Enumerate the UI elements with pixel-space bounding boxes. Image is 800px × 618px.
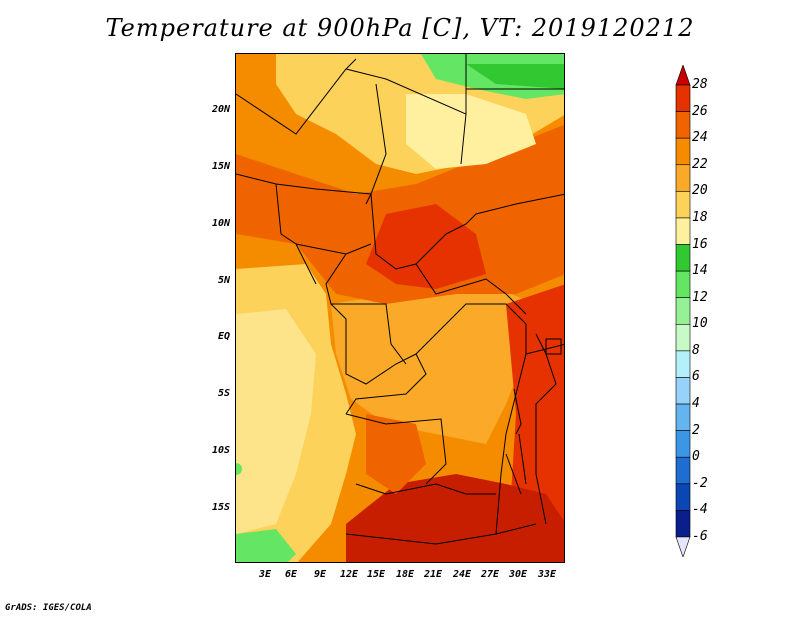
lon-label-21e: 21E <box>423 569 443 580</box>
colorbar-label: 10 <box>692 316 708 332</box>
lat-label-5s: 5S <box>217 388 230 399</box>
colorbar-label: 14 <box>692 263 708 279</box>
lat-label-10s: 10S <box>211 445 230 456</box>
lon-label-6e: 6E <box>284 569 298 580</box>
colorbar-label: 12 <box>692 289 708 305</box>
colorbar-label: 0 <box>692 449 700 465</box>
lat-label-15n: 15N <box>211 161 230 172</box>
colorbar-segment <box>675 377 691 405</box>
field-angola <box>366 414 426 494</box>
colorbar-label: 24 <box>692 130 708 146</box>
lon-label-30e: 30E <box>508 569 528 580</box>
colorbar-segment <box>675 323 691 352</box>
lon-label-12e: 12E <box>339 569 359 580</box>
lat-label-20n: 20N <box>211 104 230 115</box>
lat-label-eq: EQ <box>217 331 230 342</box>
lat-label-5n: 5N <box>217 275 230 286</box>
colorbar-segment <box>675 137 691 166</box>
field-cool-north-dark <box>466 64 564 89</box>
colorbar-segment <box>675 403 691 431</box>
country-borders <box>236 54 564 545</box>
credit-text: GrADS: IGES/COLA <box>5 603 92 613</box>
lon-label-24e: 24E <box>452 569 472 580</box>
colorbar-segment <box>675 84 691 112</box>
chart-title: Temperature at 900hPa [C], VT: 201912021… <box>105 14 695 42</box>
lakes <box>505 338 562 495</box>
lon-label-3e: 3E <box>258 569 272 580</box>
lat-label-10n: 10N <box>211 218 230 229</box>
temperature-map <box>235 53 565 563</box>
field-atlantic-light <box>236 309 316 534</box>
colorbar-bottom-arrow <box>675 536 691 557</box>
colorbar-label: 4 <box>692 396 700 412</box>
lon-label-27e: 27E <box>480 569 500 580</box>
colorbar-segment <box>675 483 691 511</box>
colorbar-segment <box>675 456 691 485</box>
temperature-field <box>236 54 564 562</box>
colorbar-label: 6 <box>692 369 700 385</box>
lon-label-15e: 15E <box>366 569 386 580</box>
colorbar-label: 20 <box>692 183 708 199</box>
colorbar <box>675 65 691 557</box>
colorbar-segment <box>675 430 691 458</box>
field-cool-patch <box>236 463 242 475</box>
colorbar-segment <box>675 164 691 192</box>
colorbar-top-arrow <box>675 65 691 86</box>
colorbar-label: 2 <box>692 422 700 438</box>
field-congo <box>331 284 536 444</box>
colorbar-label: -2 <box>692 475 708 491</box>
lon-label-9e: 9E <box>313 569 327 580</box>
colorbar-segment <box>675 191 691 219</box>
colorbar-segment <box>675 297 691 325</box>
field-cool-south <box>236 529 296 562</box>
field-sahel-hot <box>366 204 486 289</box>
colorbar-label: 26 <box>692 103 708 119</box>
lon-label-33e: 33E <box>537 569 557 580</box>
colorbar-segment <box>675 510 691 538</box>
colorbar-segment <box>675 350 691 378</box>
colorbar-label: 28 <box>692 77 708 92</box>
colorbar-label: 18 <box>692 209 708 225</box>
colorbar-label: -4 <box>692 502 708 518</box>
field-sahara-pale <box>406 94 536 169</box>
colorbar-segment <box>675 111 691 139</box>
lon-label-18e: 18E <box>395 569 415 580</box>
colorbar-label: 8 <box>692 342 700 358</box>
colorbar-label: 16 <box>692 236 708 252</box>
colorbar-segment <box>675 244 691 272</box>
colorbar-segment <box>675 217 691 245</box>
colorbar-label: -6 <box>692 529 708 544</box>
colorbar-segment <box>675 270 691 299</box>
lat-label-15s: 15S <box>211 502 230 513</box>
colorbar-label: 22 <box>692 156 708 172</box>
